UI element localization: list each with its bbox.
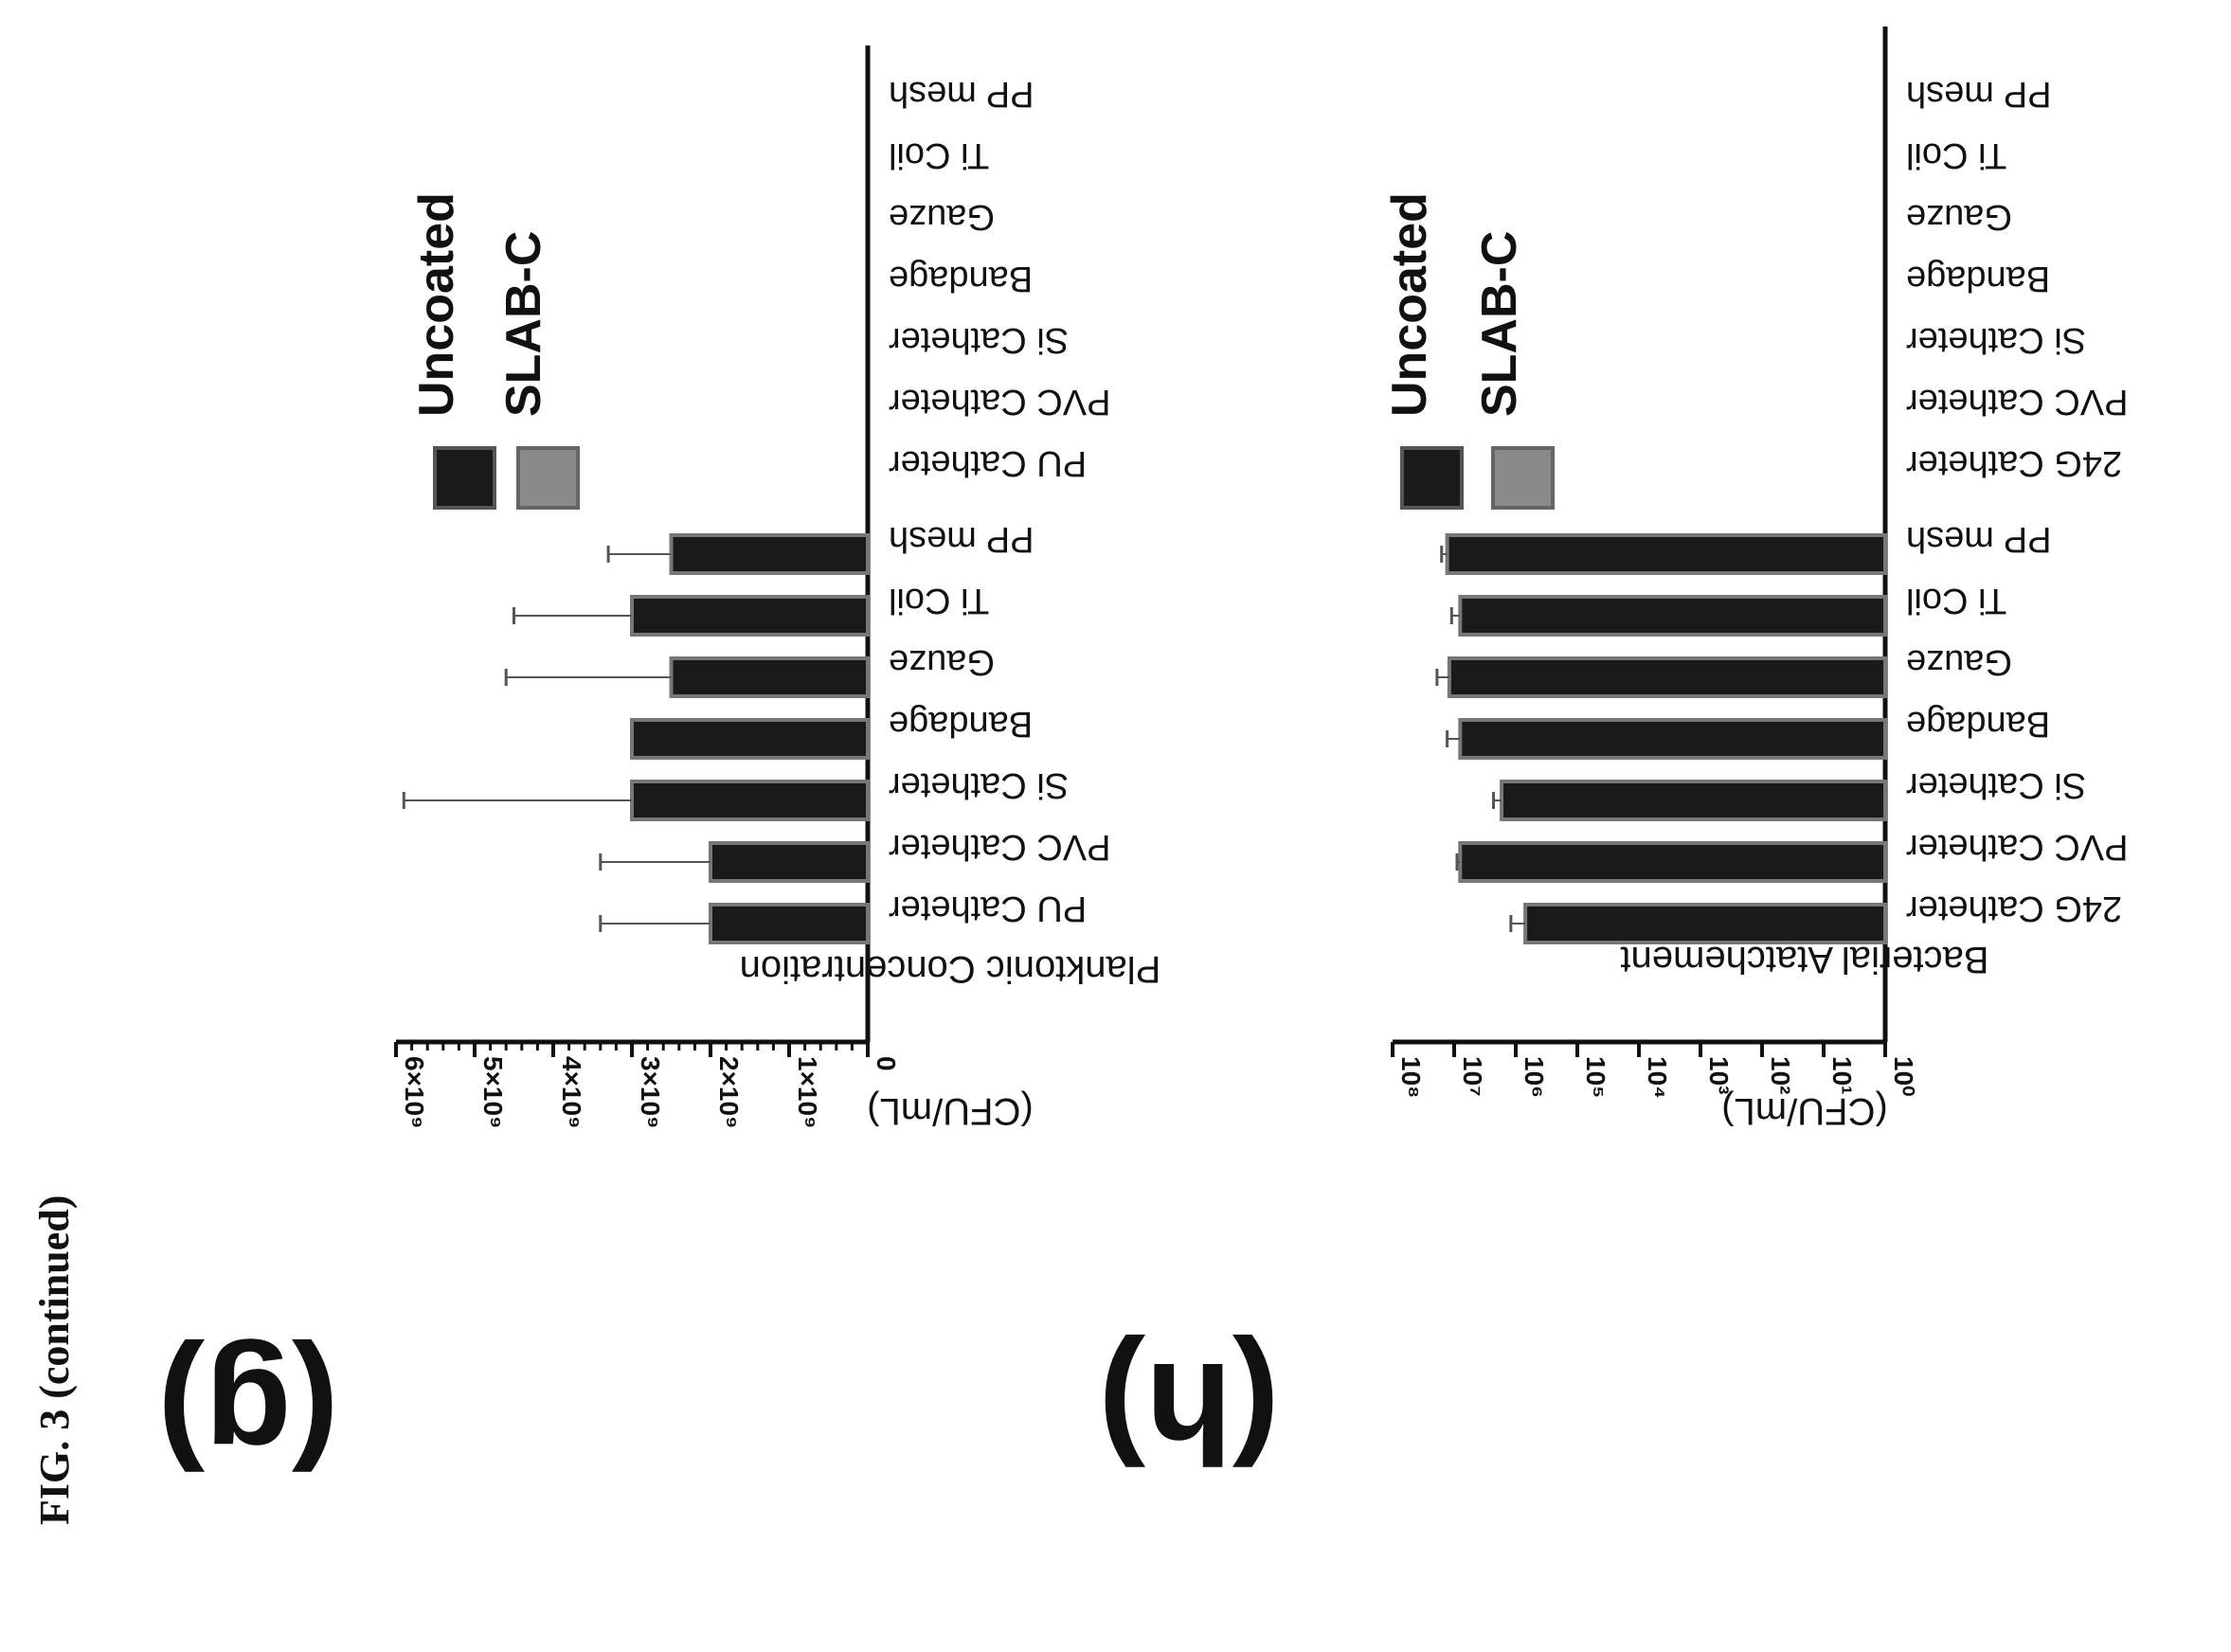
category-label-slab-c: PP mesh [889,74,1034,114]
category-label-slab-c: 24G Catheter [1906,443,2122,483]
category-label-uncoated: Ti Coil [889,581,989,620]
category-label-slab-c: Gauze [1906,197,2012,237]
panel-h: (h) Bacterial Atatchement (CFU/mL) Uncoa… [1098,27,2128,1493]
category-label-uncoated: PVC Catheter [1906,827,2129,867]
bar-uncoated [1458,718,1888,760]
bar-uncoated [709,903,870,944]
category-label-slab-c: Ti Coil [1906,135,2006,175]
legend-label-slabc-h: SLAB-C [1472,231,1527,417]
bar-uncoated [630,718,870,760]
category-label-slab-c: PVC Catheter [889,382,1111,422]
category-label-uncoated: 24G Catheter [1906,889,2122,928]
category-label-slab-c: Ti Coil [889,135,989,175]
legend-label-uncoated-h: Uncoated [1382,192,1437,417]
category-label-uncoated: Ti Coil [1906,581,2006,620]
category-label-uncoated: Si Catheter [1906,765,2086,805]
panel-h-plot: 10⁰ 10¹ 10² 10³ 10⁴ 10⁵ 10⁶ 10⁷ 10⁸ 24G Catheter P… [1391,27,2129,1099]
legend-label-uncoated-g: Uncoated [409,192,464,417]
tick-label: 4×10⁹ [557,1056,586,1128]
category-label-uncoated: Gauze [1906,642,2012,682]
tick-label: 10⁶ [1520,1056,1549,1098]
category-label-uncoated: PP mesh [889,519,1034,559]
legend-swatch-slabc-g [516,446,580,510]
bar-uncoated [1458,595,1888,637]
category-label-uncoated: Bandage [889,704,1033,744]
category-label-slab-c: Bandage [889,259,1033,298]
tick-label: 10² [1766,1056,1795,1094]
category-label-uncoated: PU Catheter [889,889,1087,928]
category-label-uncoated: PP mesh [1906,519,2051,559]
bar-uncoated [1447,656,1888,698]
tick-label: 10⁸ [1396,1056,1426,1098]
tick-label: 5×10⁹ [478,1056,508,1128]
legend-swatch-uncoated-g [433,446,496,510]
panel-g-ylabel-unit: (CFU/mL) [867,1090,1034,1132]
bar-uncoated [669,533,870,575]
panel-h-label: (h) [1098,1334,1280,1493]
category-label-slab-c: PU Catheter [889,443,1087,483]
tick-label: 10⁴ [1643,1056,1672,1099]
bar-uncoated [630,595,870,637]
figure-title: FIG. 3 (continued) [31,1195,78,1525]
panel-h-letter: (h) [1098,1334,1280,1493]
category-label-uncoated: Si Catheter [889,765,1069,805]
bar-uncoated [709,841,870,883]
bar-uncoated [1523,903,1887,944]
panel-h-legend: Uncoated SLAB-C [1382,192,1555,510]
tick-label: 3×10⁹ [636,1056,665,1128]
category-label-uncoated: PVC Catheter [889,827,1111,867]
category-label-slab-c: Bandage [1906,259,2050,298]
tick-label: 6×10⁹ [400,1056,429,1128]
bar-uncoated [1458,841,1888,883]
category-label-slab-c: PP mesh [1906,74,2051,114]
category-label-slab-c: Si Catheter [889,320,1069,360]
panel-g: (g) Planktonic Concentration (CFU/mL) Un… [157,45,1160,1498]
tick-label: 1×10⁹ [793,1056,822,1128]
tick-label: 0 [872,1056,901,1071]
bar-uncoated [669,656,870,698]
category-label-slab-c: Si Catheter [1906,320,2086,360]
legend-swatch-uncoated-h [1400,446,1464,510]
legend-label-slabc-g: SLAB-C [496,231,551,417]
panel-g-ylabel: Planktonic Concentration [740,948,1161,990]
panel-g-label: (g) [157,1338,339,1498]
tick-label: 10⁷ [1458,1056,1487,1097]
panel-g-legend: Uncoated SLAB-C [409,192,580,510]
bar-uncoated [1500,780,1888,821]
panel-g-plot: 0 1×10⁹ 2×10⁹ 3×10⁹ 4×10⁹ 5×10⁹ 6×10⁹ PU Cathet… [394,45,1111,1128]
category-label-slab-c: PVC Catheter [1906,382,2129,422]
bar-uncoated [630,780,870,821]
panel-g-letter: (g) [157,1338,339,1498]
tick-label: 10⁰ [1889,1056,1918,1096]
category-label-slab-c: Gauze [889,197,995,237]
tick-label: 10¹ [1827,1056,1857,1094]
category-label-uncoated: Gauze [889,642,995,682]
legend-swatch-slabc-h [1491,446,1555,510]
tick-label: 2×10⁹ [714,1056,744,1128]
tick-label: 10³ [1704,1056,1734,1094]
tick-label: 10⁵ [1581,1056,1610,1098]
panel-h-ylabel-unit: (CFU/mL) [1721,1090,1888,1132]
panel-h-ylabel: Bacterial Atatchement [1620,939,1988,980]
bar-uncoated [1445,533,1887,575]
category-label-uncoated: Bandage [1906,704,2050,744]
